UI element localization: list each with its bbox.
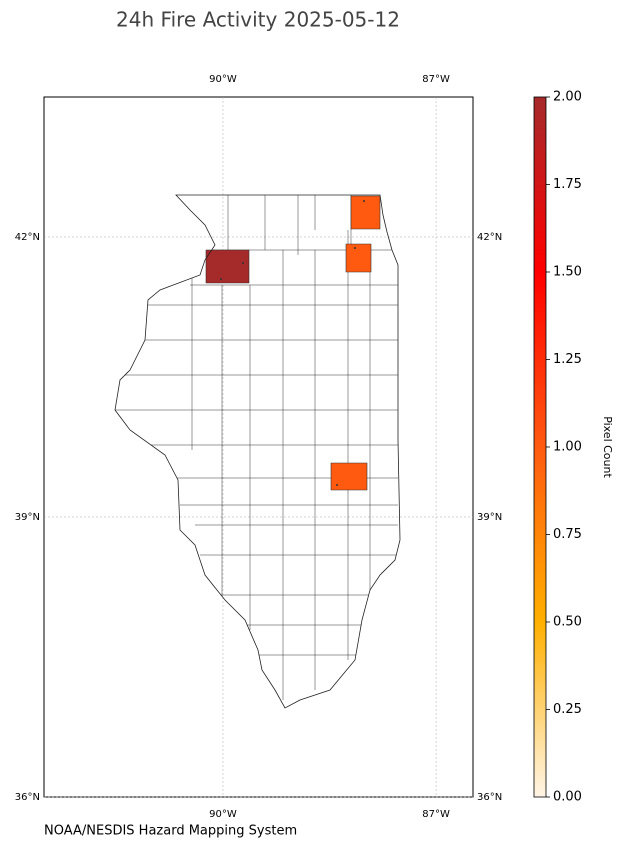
colorbar-tick-label: 0.00 — [553, 790, 582, 805]
lon-label-top: 87°W — [422, 74, 450, 85]
source-note: NOAA/NESDIS Hazard Mapping System — [44, 824, 297, 839]
colorbar-label: Pixel Count — [601, 416, 614, 478]
colorbar-tick-label: 1.25 — [553, 352, 582, 367]
colorbar-tick-label: 0.50 — [553, 615, 582, 630]
lon-label-bottom: 90°W — [209, 809, 237, 820]
lat-label-left: 42°N — [15, 232, 40, 243]
fire-county — [330, 462, 368, 491]
graticule — [44, 97, 473, 798]
fire-county — [345, 243, 372, 273]
county-lines — [115, 195, 398, 700]
lat-label-right: 39°N — [477, 512, 502, 523]
fire-county — [205, 249, 250, 284]
colorbar-ramp — [533, 96, 547, 798]
colorbar: 0.00 0.25 0.50 0.75 1.00 1.25 1.50 1.75 2.00 — [533, 90, 582, 805]
colorbar-tick-label: 1.50 — [553, 265, 582, 280]
map-frame — [43, 96, 474, 798]
map-title: 24h Fire Activity 2025-05-12 — [116, 8, 400, 32]
lat-label-left: 39°N — [15, 512, 40, 523]
lon-label-top: 90°W — [209, 74, 237, 85]
colorbar-tick-label: 2.00 — [553, 90, 582, 105]
lat-label-right: 42°N — [477, 232, 502, 243]
colorbar-tick-label: 0.25 — [553, 702, 582, 717]
colorbar-tick-label: 1.00 — [553, 440, 582, 455]
colorbar-tick-label: 1.75 — [553, 177, 582, 192]
lon-label-bottom: 87°W — [422, 809, 450, 820]
lat-label-left: 36°N — [15, 792, 40, 803]
colorbar-tick-label: 0.75 — [553, 527, 582, 542]
fire-points — [220, 200, 365, 486]
fire-county — [350, 195, 381, 230]
lat-label-right: 36°N — [477, 792, 502, 803]
fire-counties — [205, 195, 381, 491]
